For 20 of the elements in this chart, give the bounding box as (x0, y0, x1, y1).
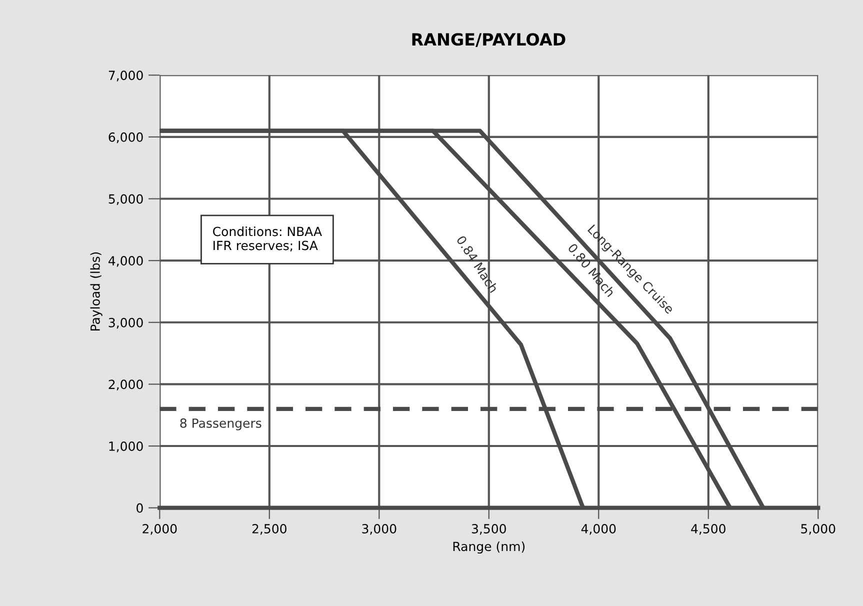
x-tick-label: 5,000 (801, 524, 836, 535)
y-tick-label: 1,000 (109, 441, 143, 452)
y-tick-label: 4,000 (108, 256, 143, 267)
y-tick-label: 2,000 (108, 380, 143, 390)
annotation: Conditions: NBAA IFR reserves; ISA (213, 226, 322, 252)
x-axis-title: Range (nm) (453, 541, 525, 554)
y-tick-label: 5,000 (108, 194, 143, 205)
chart-title: RANGE/PAYLOAD (412, 33, 566, 47)
y-tick-label: 6,000 (108, 132, 143, 144)
x-tick-label: 4,000 (581, 524, 616, 535)
x-tick-label: 2,500 (252, 524, 286, 535)
x-tick-label: 3,500 (472, 524, 506, 535)
x-tick-label: 2,000 (142, 524, 177, 535)
y-tick-label: 0 (136, 503, 143, 513)
ref-line-label: 8 Passengers (180, 418, 262, 430)
y-axis-title: Payload (lbs) (90, 252, 102, 330)
x-tick-label: 3,000 (362, 524, 396, 535)
y-tick-label: 7,000 (108, 70, 143, 82)
x-tick-label: 4,500 (691, 524, 726, 535)
y-tick-label: 3,000 (108, 318, 143, 329)
